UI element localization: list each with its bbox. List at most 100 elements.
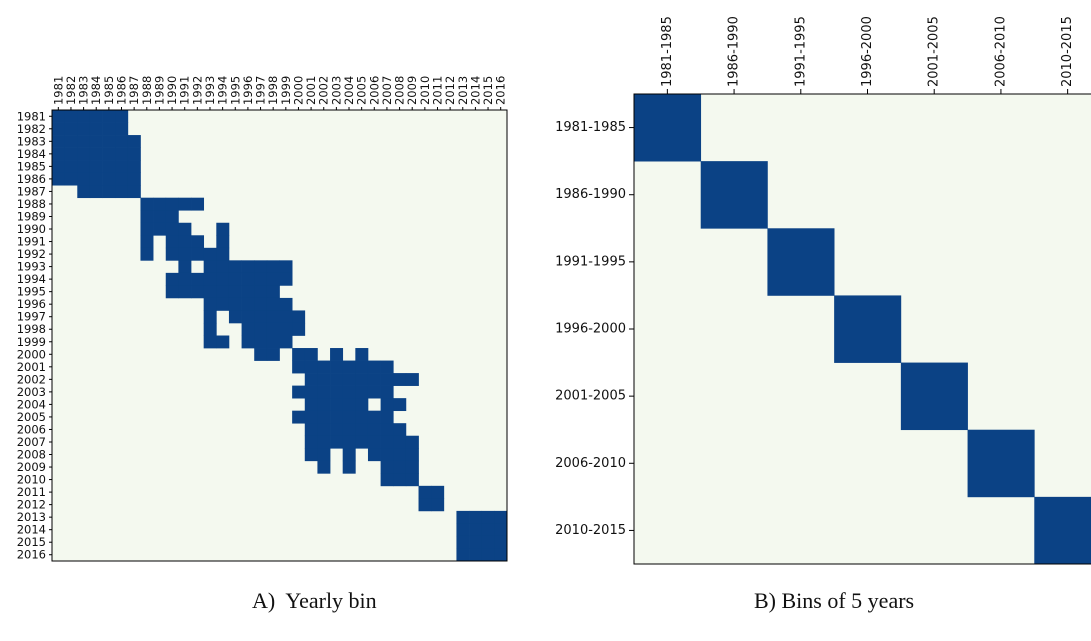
heatmap-cell <box>304 423 318 437</box>
y-tick-label: 2000 <box>17 347 46 361</box>
y-tick-label: 1981 <box>17 109 46 123</box>
heatmap-cell <box>77 185 91 199</box>
caption-yearly-bin: A) Yearly bin <box>252 588 377 613</box>
y-tick-label: 1992 <box>17 247 46 261</box>
x-tick-label: 1983 <box>77 76 91 105</box>
heatmap-cell <box>367 423 381 437</box>
heatmap-cell <box>266 285 280 299</box>
heatmap-cell <box>115 160 129 173</box>
heatmap-cell <box>127 172 141 186</box>
heatmap-cell <box>393 398 407 412</box>
x-tick-label: 1992 <box>190 76 204 105</box>
x-tick-label: 1986 <box>115 76 129 105</box>
heatmap-cell <box>203 322 217 336</box>
y-tick-label: 2016 <box>17 548 46 562</box>
heatmap-cell <box>304 385 318 399</box>
heatmap-cell <box>228 260 242 274</box>
heatmap-cell <box>380 385 394 399</box>
heatmap-cell <box>481 535 495 549</box>
heatmap-cell <box>216 285 230 299</box>
heatmap-cell <box>967 429 1035 498</box>
heatmap-cell <box>456 510 470 524</box>
x-tick-label: 2001 <box>304 76 318 105</box>
heatmap-cell <box>355 373 369 386</box>
heatmap-cell <box>292 348 306 361</box>
heatmap-cell <box>767 228 835 296</box>
heatmap-cell <box>115 135 129 148</box>
heatmap-cell <box>380 360 394 374</box>
heatmap-cell <box>115 122 129 136</box>
heatmap-cell <box>317 460 331 474</box>
heatmap-cell <box>165 285 179 299</box>
heatmap-cell <box>355 348 369 361</box>
heatmap-cell <box>292 310 306 324</box>
heatmap-cell <box>317 360 331 374</box>
heatmap-cell <box>254 310 268 324</box>
y-tick-label: 1987 <box>17 184 46 198</box>
heatmap-cell <box>165 272 179 286</box>
heatmap-cell <box>89 172 103 186</box>
heatmap-cell <box>355 410 369 424</box>
heatmap-cell <box>342 360 356 374</box>
heatmap-cell <box>355 385 369 399</box>
heatmap-cell <box>634 94 702 162</box>
heatmap-cell <box>102 135 116 148</box>
heatmap-cell <box>330 423 344 437</box>
heatmap-cell <box>355 360 369 374</box>
heatmap-cell <box>380 410 394 424</box>
x-tick-label: 2006-2010 <box>993 16 1008 87</box>
heatmap-cell <box>52 135 65 148</box>
heatmap-cell <box>317 398 331 412</box>
heatmap-cell <box>216 297 230 311</box>
heatmap-cell <box>342 398 356 412</box>
heatmap-cell <box>77 122 91 136</box>
heatmap-cell <box>140 197 154 211</box>
heatmap-cell <box>380 448 394 462</box>
heatmap-cell <box>304 373 318 386</box>
x-tick-label: 2004 <box>342 76 356 105</box>
heatmap-cell <box>216 235 230 249</box>
x-tick-label: 1990 <box>165 76 179 105</box>
heatmap-cell <box>254 297 268 311</box>
heatmap-cell <box>77 135 91 148</box>
y-tick-label: 1998 <box>17 322 46 336</box>
heatmap-cell <box>64 147 78 161</box>
heatmap-cell <box>102 172 116 186</box>
y-tick-label: 2001 <box>17 360 46 374</box>
heatmap-cell <box>89 185 103 199</box>
heatmap-cell <box>140 235 154 249</box>
heatmap-cell <box>292 410 306 424</box>
heatmap-cell <box>64 110 78 123</box>
heatmap-cell <box>127 160 141 173</box>
heatmap-cell <box>494 510 508 524</box>
heatmap-cell <box>254 272 268 286</box>
heatmap-cell <box>418 485 432 499</box>
x-tick-label: 1981-1985 <box>660 16 675 87</box>
heatmap-cell <box>266 322 280 336</box>
heatmap-cell <box>380 435 394 449</box>
y-tick-label: 1988 <box>17 197 46 211</box>
x-tick-label: 2000 <box>291 76 305 105</box>
heatmap-cell <box>304 398 318 412</box>
heatmap-cell <box>342 385 356 399</box>
heatmap-cell <box>191 272 205 286</box>
heatmap-cell <box>380 373 394 386</box>
heatmap-cell <box>405 448 419 462</box>
heatmap-cell <box>266 310 280 324</box>
heatmap-cell <box>330 435 344 449</box>
heatmap-cell <box>64 160 78 173</box>
heatmap-cell <box>342 435 356 449</box>
heatmap-cell <box>266 272 280 286</box>
heatmap-cell <box>241 260 255 274</box>
x-tick-label: 1996-2000 <box>860 16 875 87</box>
heatmap-cell <box>431 485 445 499</box>
heatmap-cell <box>494 535 508 549</box>
heatmap-cell <box>355 435 369 449</box>
x-tick-label: 2010 <box>418 76 432 105</box>
heatmap-cell <box>178 222 192 236</box>
y-tick-label: 2014 <box>17 523 46 537</box>
caption-five-year-bins: B) Bins of 5 years <box>754 588 915 613</box>
heatmap-cell <box>77 160 91 173</box>
heatmap-cell <box>191 197 205 211</box>
heatmap-cell <box>228 310 242 324</box>
